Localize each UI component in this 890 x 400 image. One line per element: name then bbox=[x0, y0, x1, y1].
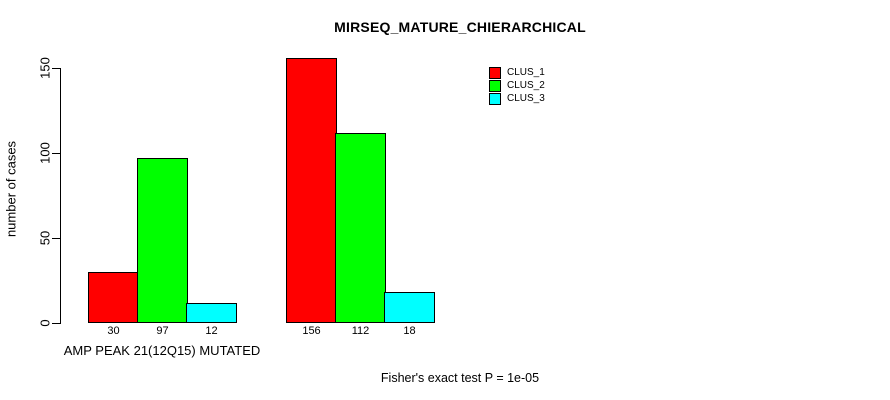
footnote: Fisher's exact test P = 1e-05 bbox=[380, 371, 540, 385]
bar bbox=[137, 158, 188, 323]
y-axis-line bbox=[60, 68, 61, 324]
bar-value-label: 156 bbox=[302, 325, 321, 337]
y-axis-title: number of cases bbox=[3, 140, 19, 238]
legend-label: CLUS_2 bbox=[507, 80, 545, 91]
legend-swatch bbox=[489, 66, 501, 79]
bar bbox=[186, 303, 237, 323]
legend-swatch bbox=[489, 79, 501, 92]
y-tick-label: 0 bbox=[37, 319, 53, 327]
legend: CLUS_1 CLUS_2 CLUS_3 bbox=[489, 66, 545, 105]
bar-value-label: 112 bbox=[351, 325, 370, 337]
legend-swatch bbox=[489, 92, 501, 105]
bar-value-label: 30 bbox=[107, 325, 120, 337]
bar bbox=[384, 292, 435, 323]
bar-value-label: 18 bbox=[403, 325, 416, 337]
legend-label: CLUS_3 bbox=[507, 93, 545, 104]
y-tick bbox=[52, 68, 60, 69]
chart-title: MIRSEQ_MATURE_CHIERARCHICAL bbox=[334, 19, 586, 35]
y-tick-label: 50 bbox=[37, 230, 53, 246]
y-tick-label: 150 bbox=[37, 57, 53, 79]
bar bbox=[88, 272, 139, 323]
x-group-label: AMP PEAK 21(12Q15) MUTATED bbox=[63, 343, 261, 358]
bar-value-label: 12 bbox=[205, 325, 218, 337]
legend-item: CLUS_3 bbox=[489, 92, 545, 105]
y-tick bbox=[52, 153, 60, 154]
bar bbox=[335, 133, 386, 323]
legend-item: CLUS_2 bbox=[489, 79, 545, 92]
y-tick-label: 100 bbox=[37, 142, 53, 164]
bar-value-label: 97 bbox=[156, 325, 169, 337]
legend-label: CLUS_1 bbox=[507, 67, 545, 78]
y-tick bbox=[52, 238, 60, 239]
y-tick bbox=[52, 323, 60, 324]
bar bbox=[286, 58, 337, 323]
legend-item: CLUS_1 bbox=[489, 66, 545, 79]
